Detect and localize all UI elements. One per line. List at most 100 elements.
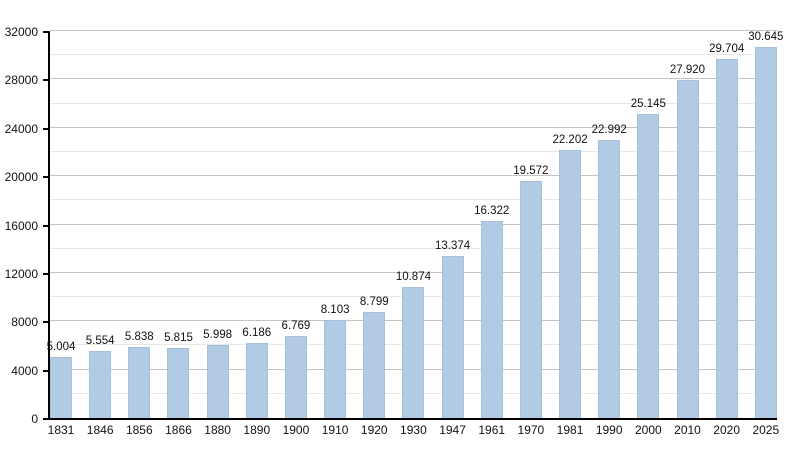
bar-1990 xyxy=(598,139,621,418)
y-axis-tick xyxy=(43,127,48,130)
bar-value-label: 6.186 xyxy=(242,327,272,340)
y-axis-tick xyxy=(43,321,48,324)
bar-2020 xyxy=(715,58,738,418)
bar-slot-2000: 25.145 2000 xyxy=(631,31,666,437)
x-axis-label: 1910 xyxy=(321,423,349,437)
major-gridline xyxy=(50,78,777,80)
y-axis-label: 0 xyxy=(31,412,38,426)
x-axis-label: 1981 xyxy=(556,423,584,437)
bar-1920 xyxy=(363,311,386,418)
bar-slot-1880: 5.998 1880 xyxy=(203,31,232,437)
minor-gridline xyxy=(50,54,777,56)
minor-gridline xyxy=(50,102,777,104)
major-gridline xyxy=(50,126,777,128)
bars-container: 5.004 1831 5.554 1846 5.838 1856 5.815 1866 5.99… xyxy=(47,31,784,438)
bar-slot-1981: 22.202 1981 xyxy=(552,31,587,438)
x-axis-label: 1866 xyxy=(165,423,192,437)
bar-slot-1970: 19.572 1970 xyxy=(513,31,548,437)
bar-slot-1900: 6.769 1900 xyxy=(282,31,311,437)
x-axis-label: 2020 xyxy=(713,423,741,437)
bar-value-label: 22.992 xyxy=(591,123,627,136)
bar-value-label: 10.874 xyxy=(395,270,431,283)
y-axis-tick xyxy=(43,31,48,33)
bar-1846 xyxy=(89,350,112,418)
y-axis-label: 8000 xyxy=(11,315,38,330)
bar-value-label: 5.554 xyxy=(85,334,115,347)
y-axis-tick xyxy=(43,369,48,372)
x-axis-label: 1900 xyxy=(282,423,310,437)
x-axis-label: 1961 xyxy=(478,423,506,437)
minor-gridline xyxy=(50,199,777,201)
bar-value-label: 22.202 xyxy=(552,133,588,146)
bar-1970 xyxy=(519,181,542,418)
bar-value-label: 5.838 xyxy=(124,331,154,344)
plot-area: 5.004 1831 5.554 1846 5.838 1856 5.815 1866 5.99… xyxy=(47,30,784,438)
minor-gridline xyxy=(50,247,777,249)
bar-slot-1910: 8.103 1910 xyxy=(321,31,350,437)
bar-1961 xyxy=(480,220,503,418)
bar-1947 xyxy=(441,256,464,418)
x-axis-label: 1947 xyxy=(439,423,466,437)
bar-value-label: 27.920 xyxy=(669,64,706,77)
x-axis-label: 1846 xyxy=(86,423,114,437)
y-axis-label: 4000 xyxy=(11,363,38,378)
x-axis-label: 1970 xyxy=(517,423,545,437)
y-axis-tick xyxy=(43,272,48,275)
y-axis-label: 12000 xyxy=(4,266,38,281)
major-gridline xyxy=(50,30,777,31)
bar-slot-1831: 5.004 1831 xyxy=(47,31,76,437)
x-axis-label: 2010 xyxy=(674,423,701,437)
y-axis-tick xyxy=(43,224,48,227)
bar-1930 xyxy=(402,286,425,418)
bar-slot-1866: 5.815 1866 xyxy=(164,31,193,437)
bar-2000 xyxy=(637,113,660,418)
y-axis-tick xyxy=(43,79,48,82)
y-axis-tick xyxy=(43,418,48,420)
x-axis-label: 1930 xyxy=(400,423,427,437)
bar-value-label: 5.004 xyxy=(46,341,76,354)
bar-1900 xyxy=(284,336,307,418)
y-axis-label: 16000 xyxy=(4,218,38,233)
bar-slot-1890: 6.186 1890 xyxy=(242,31,271,437)
bar-1831 xyxy=(50,357,72,418)
minor-gridline xyxy=(50,150,777,152)
bar-slot-1947: 13.374 1947 xyxy=(435,31,470,437)
bar-value-label: 8.103 xyxy=(320,304,350,317)
major-gridline xyxy=(50,271,777,273)
y-axis-label: 28000 xyxy=(4,73,38,88)
bar-slot-1990: 22.992 1990 xyxy=(592,31,627,437)
y-axis-label: 32000 xyxy=(4,25,38,39)
bar-1880 xyxy=(206,345,229,418)
x-axis-label: 1856 xyxy=(125,423,153,437)
major-gridline xyxy=(50,223,777,225)
bar-slot-2025: 30.645 2025 xyxy=(748,31,783,437)
major-gridline xyxy=(50,175,777,177)
bar-value-label: 29.704 xyxy=(709,42,745,55)
bar-value-label: 5.998 xyxy=(203,329,233,342)
x-axis-label: 1920 xyxy=(360,423,388,437)
bar-1856 xyxy=(128,347,151,418)
bar-slot-2010: 27.920 2010 xyxy=(670,31,705,437)
bar-slot-1930: 10.874 1930 xyxy=(396,31,431,438)
bar-value-label: 16.322 xyxy=(474,204,510,217)
x-axis-label: 1990 xyxy=(595,423,623,437)
x-axis-label: 1890 xyxy=(243,423,271,437)
bar-2010 xyxy=(676,80,699,418)
bar-value-label: 25.145 xyxy=(630,97,666,110)
y-axis: 0 4000 8000 12000 16000 20000 24000 28000 32000 xyxy=(0,25,48,426)
bar-slot-1856: 5.838 1856 xyxy=(125,31,154,437)
bar-1866 xyxy=(167,347,190,418)
bar-slot-1846: 5.554 1846 xyxy=(86,31,115,437)
bar-1910 xyxy=(324,320,347,418)
bar-value-label: 19.572 xyxy=(513,165,549,178)
y-axis-label: 24000 xyxy=(4,121,38,136)
bar-value-label: 13.374 xyxy=(434,240,471,253)
x-axis-label: 1880 xyxy=(204,423,231,437)
y-axis-tick xyxy=(43,176,48,179)
bar-1981 xyxy=(559,149,582,418)
bar-2025 xyxy=(754,47,777,418)
bar-1890 xyxy=(245,343,268,418)
x-axis-label: 2000 xyxy=(634,423,662,437)
x-axis-label: 2025 xyxy=(752,423,780,437)
